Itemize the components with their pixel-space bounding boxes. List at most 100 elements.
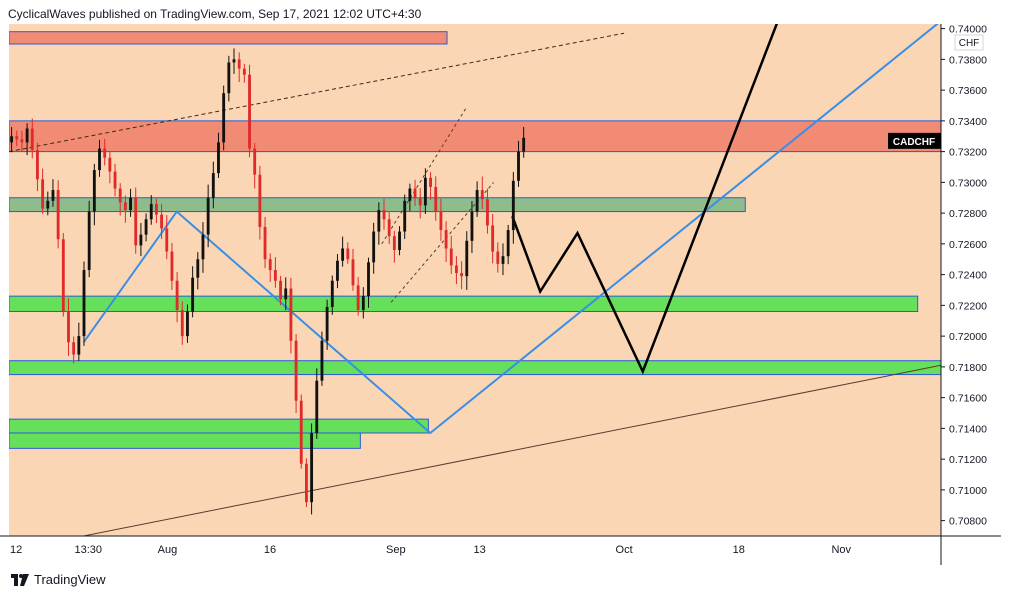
- lines-layer: [9, 24, 941, 536]
- candle-body: [496, 251, 500, 264]
- candle-body: [201, 234, 205, 260]
- candle-body: [20, 139, 24, 143]
- candle-body: [92, 170, 96, 212]
- publisher-caption: CyclicalWaves published on TradingView.c…: [8, 7, 422, 21]
- candle-body: [398, 231, 401, 251]
- symbol-badge-text: CADCHF: [893, 137, 935, 148]
- candle-body: [429, 177, 432, 187]
- candle-body: [56, 190, 60, 240]
- candle-body: [486, 199, 489, 226]
- candle-body: [449, 248, 453, 266]
- candle-body: [465, 240, 469, 277]
- y-tick-label: 0.70800: [949, 516, 987, 528]
- zone-0: [9, 31, 448, 45]
- candle-body: [67, 311, 70, 343]
- x-tick-label: Sep: [386, 544, 406, 556]
- candle-body: [61, 239, 65, 312]
- candle-body: [113, 171, 117, 189]
- candle-body: [72, 342, 76, 355]
- x-tick-label: 12: [10, 544, 22, 556]
- currency-label: CHF: [954, 34, 984, 51]
- x-tick-label: Aug: [158, 544, 178, 556]
- candle-body: [237, 59, 241, 69]
- projection-blue-line: [82, 24, 939, 435]
- x-tick-label: Nov: [831, 544, 851, 556]
- y-tick-label: 0.71600: [949, 393, 987, 405]
- candle-body: [191, 277, 195, 312]
- zone-4: [9, 360, 941, 376]
- candle-body: [377, 210, 381, 232]
- y-tick-label: 0.73000: [949, 177, 987, 189]
- candle-body: [211, 173, 215, 198]
- zone-5: [9, 418, 429, 434]
- candle-body: [336, 260, 339, 281]
- chart-svg[interactable]: 0.70800 0.71000 0.71200 0.71400 0.71600 0.718…: [0, 24, 1001, 565]
- candle-body: [299, 400, 303, 464]
- y-tick-label: 0.72600: [949, 239, 987, 251]
- y-tick-label: 0.72200: [949, 300, 987, 312]
- candle-body: [98, 148, 101, 171]
- y-tick-label: 0.71800: [949, 362, 987, 374]
- candle-body: [460, 273, 464, 277]
- candle-body: [284, 288, 288, 300]
- candle-body: [268, 259, 272, 271]
- candle-body: [87, 211, 91, 271]
- footer-brand[interactable]: TradingView: [10, 572, 106, 587]
- candle-body: [170, 251, 174, 281]
- candle-body: [186, 311, 189, 337]
- x-tick-label: Oct: [616, 544, 633, 556]
- candle-body: [15, 136, 19, 140]
- candle-body: [501, 256, 505, 264]
- zones-layer: [9, 31, 941, 449]
- time-axis-background: [0, 536, 1001, 565]
- candle-body: [46, 200, 50, 209]
- channel-line-0: [381, 108, 467, 245]
- candle-body: [217, 142, 220, 174]
- candle-body: [149, 203, 153, 220]
- candle-body: [134, 197, 138, 246]
- candle-body: [51, 190, 55, 201]
- candle-body: [418, 197, 422, 206]
- symbol-badge: CADCHF: [888, 132, 941, 149]
- tradingview-logo-icon: [11, 573, 29, 586]
- candle-body: [413, 188, 417, 198]
- candle-body: [517, 151, 520, 181]
- candle-body: [423, 177, 427, 206]
- candle-body: [253, 148, 257, 175]
- time-axis: 12 13:30 Aug 16 Sep 13 Oct 18 Nov: [10, 544, 852, 556]
- candle-body: [165, 228, 169, 252]
- candle-body: [180, 309, 184, 337]
- candle-body: [77, 336, 81, 355]
- zone-3: [9, 295, 919, 313]
- candle-body: [108, 157, 112, 172]
- y-tick-label: 0.73600: [949, 85, 987, 97]
- zone-1: [9, 120, 941, 153]
- candle-body: [30, 128, 34, 151]
- candle-body: [320, 340, 324, 381]
- candle-body: [305, 463, 308, 503]
- candle-body: [10, 136, 14, 143]
- candle-body: [289, 288, 293, 341]
- zone-6: [9, 432, 361, 449]
- candle-body: [294, 340, 298, 401]
- y-tick-label: 0.74000: [949, 24, 987, 36]
- currency-text: CHF: [959, 38, 980, 49]
- candle-body: [206, 197, 210, 235]
- y-tick-label: 0.71400: [949, 423, 987, 435]
- candle-body: [382, 210, 386, 220]
- candle-body: [356, 285, 360, 310]
- y-tick-label: 0.71200: [949, 454, 987, 466]
- candle-body: [82, 270, 86, 337]
- x-tick-label: 18: [733, 544, 745, 556]
- price-chart[interactable]: 0.70800 0.71000 0.71200 0.71400 0.71600 0.718…: [0, 24, 1001, 565]
- candle-body: [103, 148, 107, 158]
- candle-body: [392, 236, 396, 251]
- y-tick-label: 0.72000: [949, 331, 987, 343]
- trend-line-1: [83, 364, 941, 536]
- price-axis-background: [941, 24, 1001, 536]
- candle-body: [325, 306, 329, 341]
- candle-body: [341, 248, 345, 261]
- y-tick-label: 0.71000: [949, 485, 987, 497]
- candle-body: [222, 93, 226, 143]
- y-tick-label: 0.73400: [949, 116, 987, 128]
